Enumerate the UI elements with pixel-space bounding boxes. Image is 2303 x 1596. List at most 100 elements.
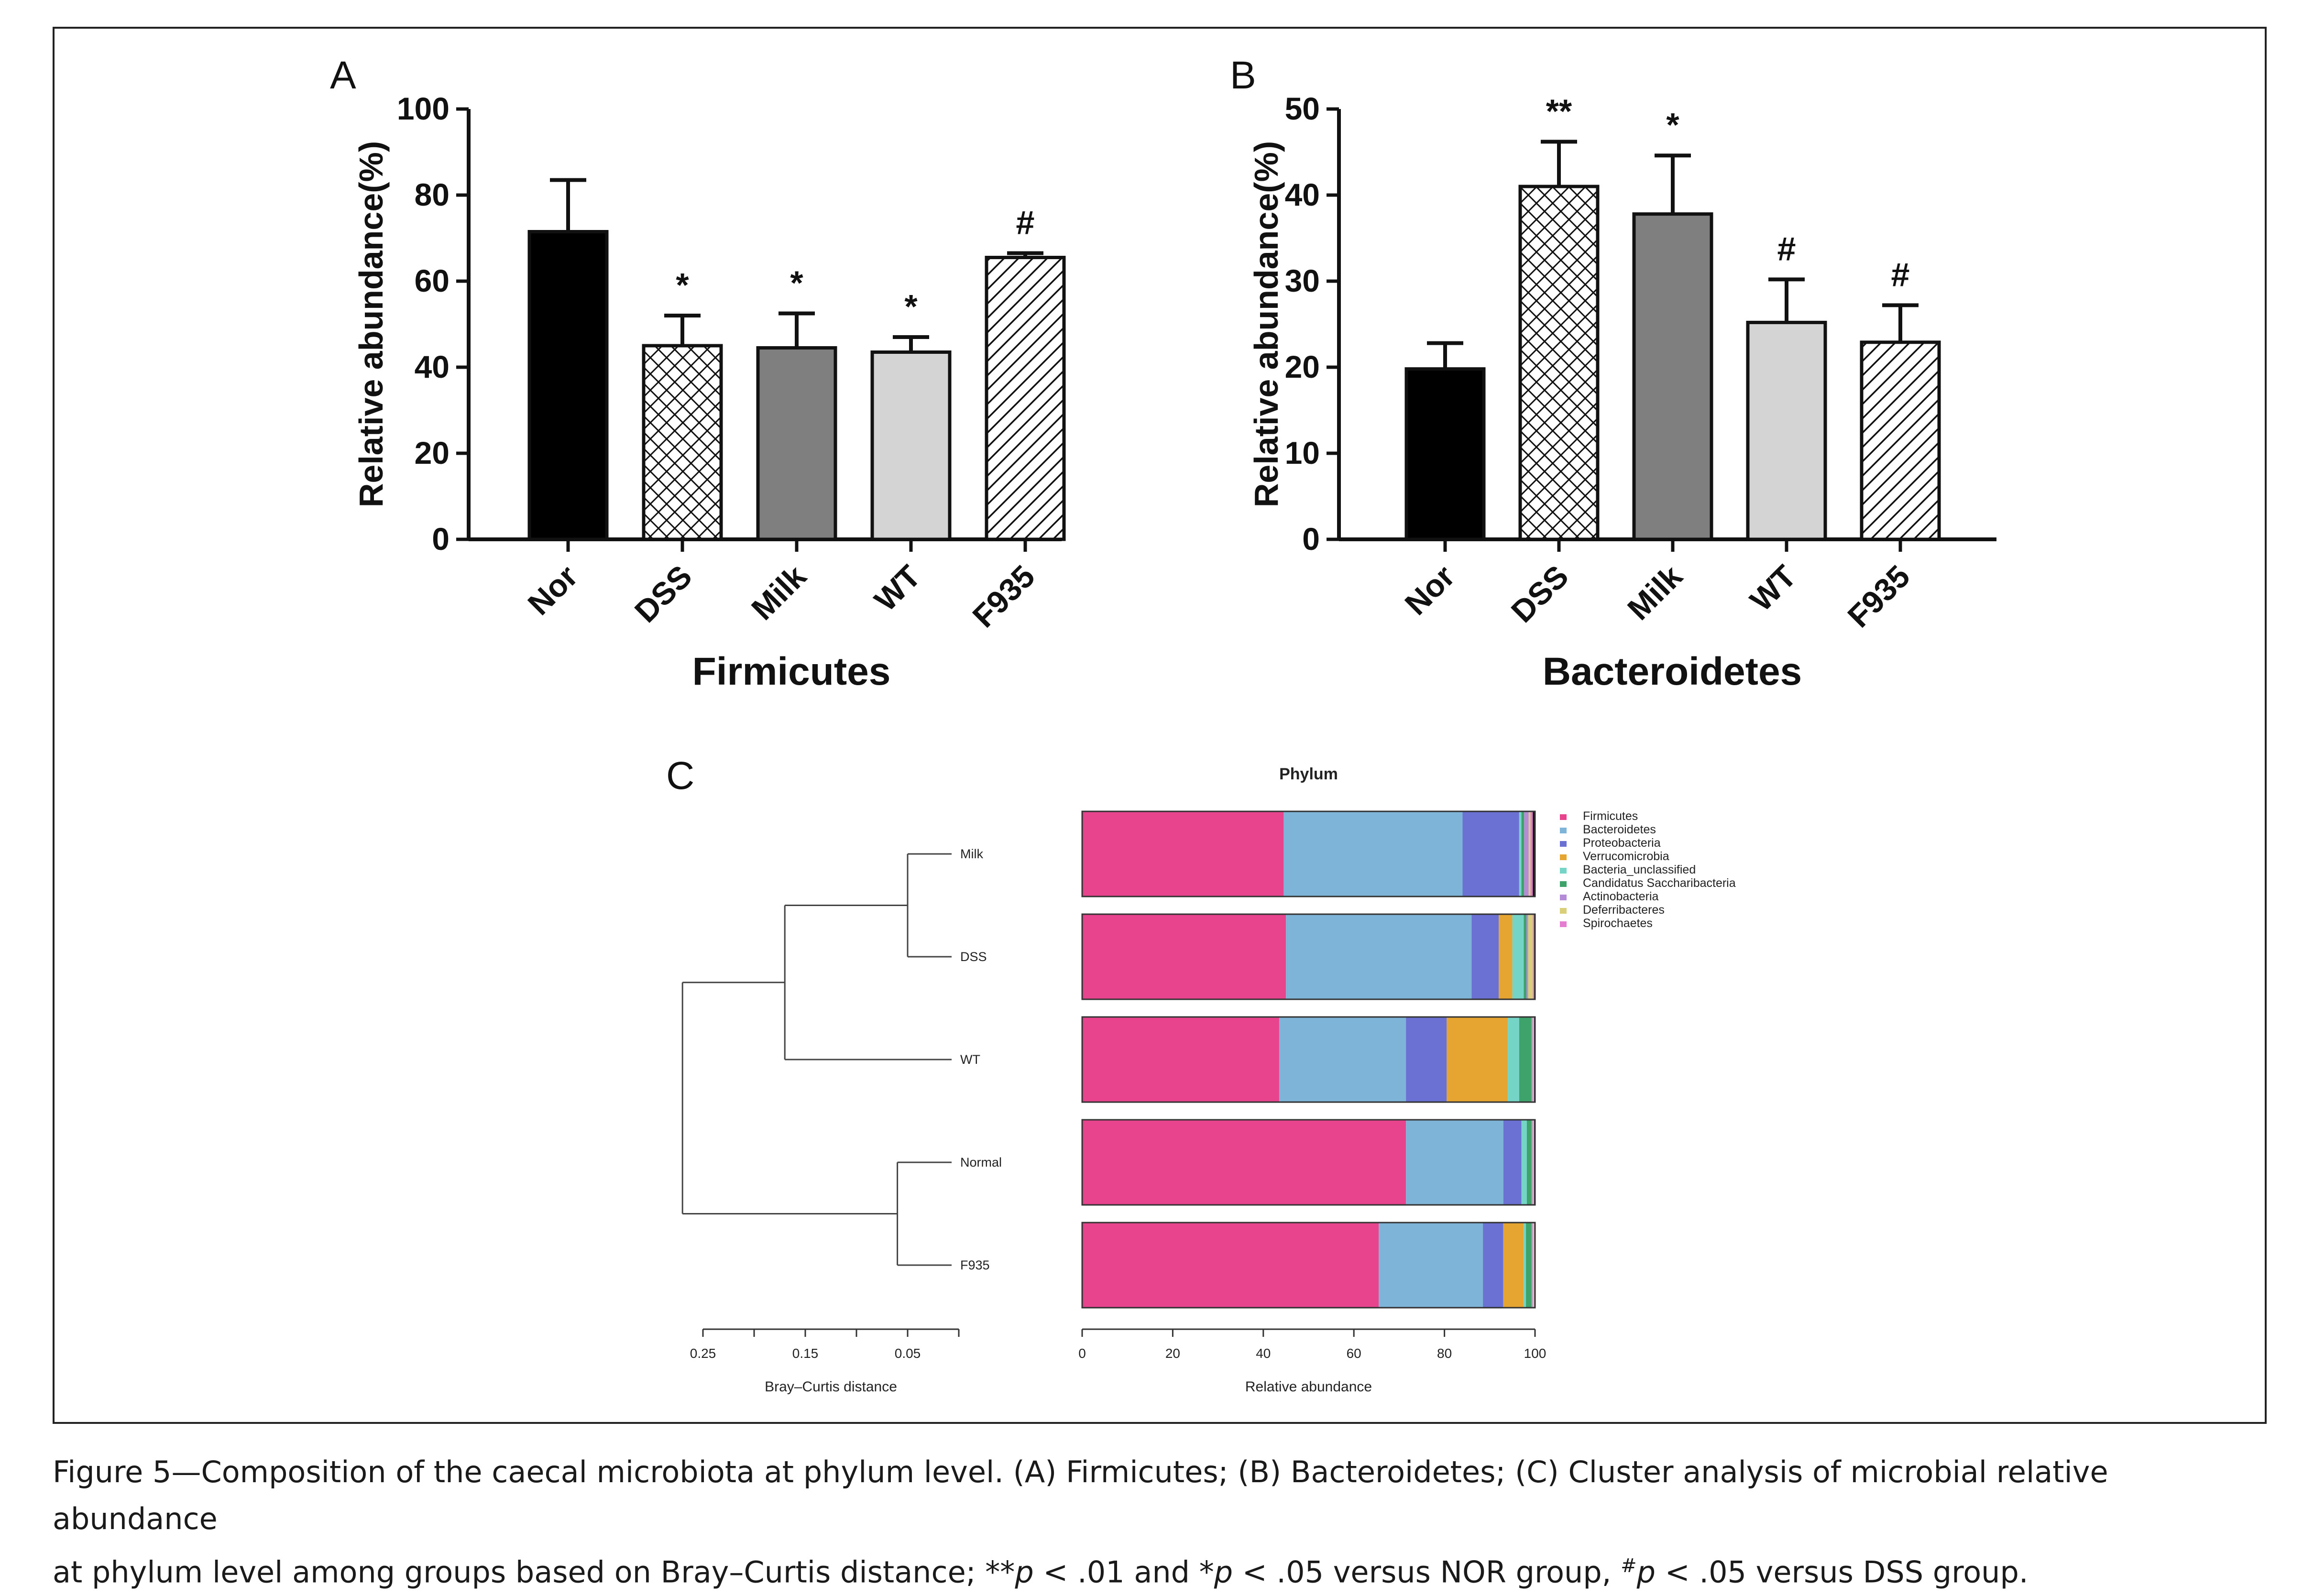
stack-segment <box>1462 811 1519 896</box>
dendrogram-tick-label: 0.15 <box>792 1346 819 1361</box>
y-tick-label: 40 <box>1285 177 1320 212</box>
stack-segment <box>1533 1223 1535 1308</box>
panel-c: C Phylum 0 20 40 60 80 100 Relative abundance Fir… <box>666 754 1736 1395</box>
y-tick-label: 50 <box>1285 91 1320 126</box>
stack-segment <box>1499 914 1513 999</box>
x-tick-label: DSS <box>1504 558 1575 629</box>
stack-segment <box>1503 1120 1522 1205</box>
stack-segment <box>1531 1120 1533 1205</box>
dendrogram-leaf-label: F935 <box>960 1258 990 1272</box>
legend-label: Bacteria_unclassified <box>1583 863 1696 876</box>
stack-outline <box>1081 810 1536 897</box>
significance-marker: # <box>1016 204 1035 241</box>
figure-frame <box>53 27 2267 1424</box>
dendrogram-tick-label: 0.05 <box>895 1346 921 1361</box>
bar <box>1860 340 1941 541</box>
stack-segment <box>1406 1120 1503 1205</box>
bar <box>642 344 723 541</box>
legend-swatch <box>1560 908 1567 914</box>
caption-text-3: < .01 and * <box>1033 1554 1214 1590</box>
stack-segment <box>1503 1223 1524 1308</box>
x-axis-title: Relative abundance <box>1245 1379 1372 1395</box>
dendrogram-leaf-label: Milk <box>960 847 983 861</box>
x-tick-label: 0 <box>1078 1346 1086 1361</box>
figure-caption: Figure 5—Composition of the caecal micro… <box>53 1449 2276 1596</box>
stack-outline <box>1081 1222 1536 1309</box>
legend-label: Spirochaetes <box>1583 917 1653 930</box>
caption-p-2: p <box>1214 1554 1233 1590</box>
stack-segment <box>1082 811 1284 896</box>
stack-segment <box>1471 914 1499 999</box>
stack-segment <box>1512 914 1524 999</box>
x-tick-label: Milk <box>745 558 813 626</box>
legend-label: Proteobacteria <box>1583 836 1661 850</box>
stack-segment <box>1521 1120 1527 1205</box>
panel-letter: B <box>1230 54 1256 97</box>
y-tick-label: 100 <box>397 91 450 126</box>
stack-segment <box>1526 914 1528 999</box>
x-tick-label: F935 <box>965 558 1042 634</box>
legend-label: Firmicutes <box>1583 809 1638 823</box>
y-tick-label: 30 <box>1285 263 1320 298</box>
stack-segment <box>1531 1223 1533 1308</box>
stack-outline <box>1081 913 1536 1000</box>
x-tick-label: 100 <box>1524 1346 1546 1361</box>
stack-segment <box>1082 914 1286 999</box>
significance-marker: * <box>676 266 689 304</box>
y-tick-label: 60 <box>415 263 450 298</box>
stack-segment <box>1533 1017 1534 1102</box>
stack-segment <box>1524 1223 1526 1308</box>
legend-swatch <box>1560 828 1567 833</box>
caption-text-2: at phylum level among groups based on Br… <box>53 1554 1015 1590</box>
bar <box>985 256 1066 541</box>
legend-swatch <box>1560 881 1567 887</box>
significance-marker: * <box>1666 106 1679 143</box>
y-tick-label: 80 <box>415 177 450 212</box>
stack-segment <box>1406 1017 1447 1102</box>
stack-segment <box>1379 1223 1483 1308</box>
dendrogram-leaf-label: Normal <box>960 1155 1002 1170</box>
bar <box>1404 367 1486 541</box>
stack-segment <box>1524 914 1527 999</box>
x-tick-label: Nor <box>521 558 584 622</box>
x-tick-label: Milk <box>1621 558 1689 626</box>
y-axis-title: Relative abundance(%) <box>1248 141 1285 507</box>
legend-label: Candidatus Saccharibacteria <box>1583 876 1736 890</box>
stack-segment <box>1082 1223 1379 1308</box>
x-tick-label: 40 <box>1256 1346 1271 1361</box>
bar <box>1632 212 1713 541</box>
stack-segment <box>1519 1017 1532 1102</box>
x-axis-title: Firmicutes <box>692 650 891 693</box>
stack-segment <box>1286 914 1472 999</box>
significance-marker: * <box>790 264 803 302</box>
legend-swatch <box>1560 921 1567 927</box>
y-tick-label: 10 <box>1285 435 1320 470</box>
stack-segment <box>1521 811 1524 896</box>
stack-segment <box>1447 1017 1508 1102</box>
y-tick-label: 20 <box>415 435 450 470</box>
bar <box>1518 185 1600 541</box>
y-tick-label: 0 <box>432 521 450 557</box>
legend-swatch <box>1560 841 1567 847</box>
legend-swatch <box>1560 814 1567 820</box>
legend-swatch <box>1560 895 1567 900</box>
panel-letter: A <box>330 54 356 97</box>
legend-swatch <box>1560 868 1567 874</box>
stack-segment <box>1082 1017 1279 1102</box>
x-tick-label: Nor <box>1398 558 1461 622</box>
legend-label: Bacteroidetes <box>1583 823 1656 836</box>
stack-segment <box>1530 811 1533 896</box>
x-tick-label: WT <box>867 558 927 618</box>
legend-label: Deferribacteres <box>1583 903 1665 917</box>
y-tick-label: 20 <box>1285 349 1320 384</box>
y-tick-label: 0 <box>1302 521 1320 557</box>
dendrogram-leaf-label: WT <box>960 1052 980 1067</box>
dendrogram-leaf-label: DSS <box>960 950 987 964</box>
x-tick-label: WT <box>1743 558 1803 618</box>
legend-label: Verrucomicrobia <box>1583 850 1669 863</box>
significance-marker: # <box>1777 230 1796 267</box>
y-tick-label: 40 <box>415 349 450 384</box>
caption-p-3: p <box>1636 1554 1656 1590</box>
